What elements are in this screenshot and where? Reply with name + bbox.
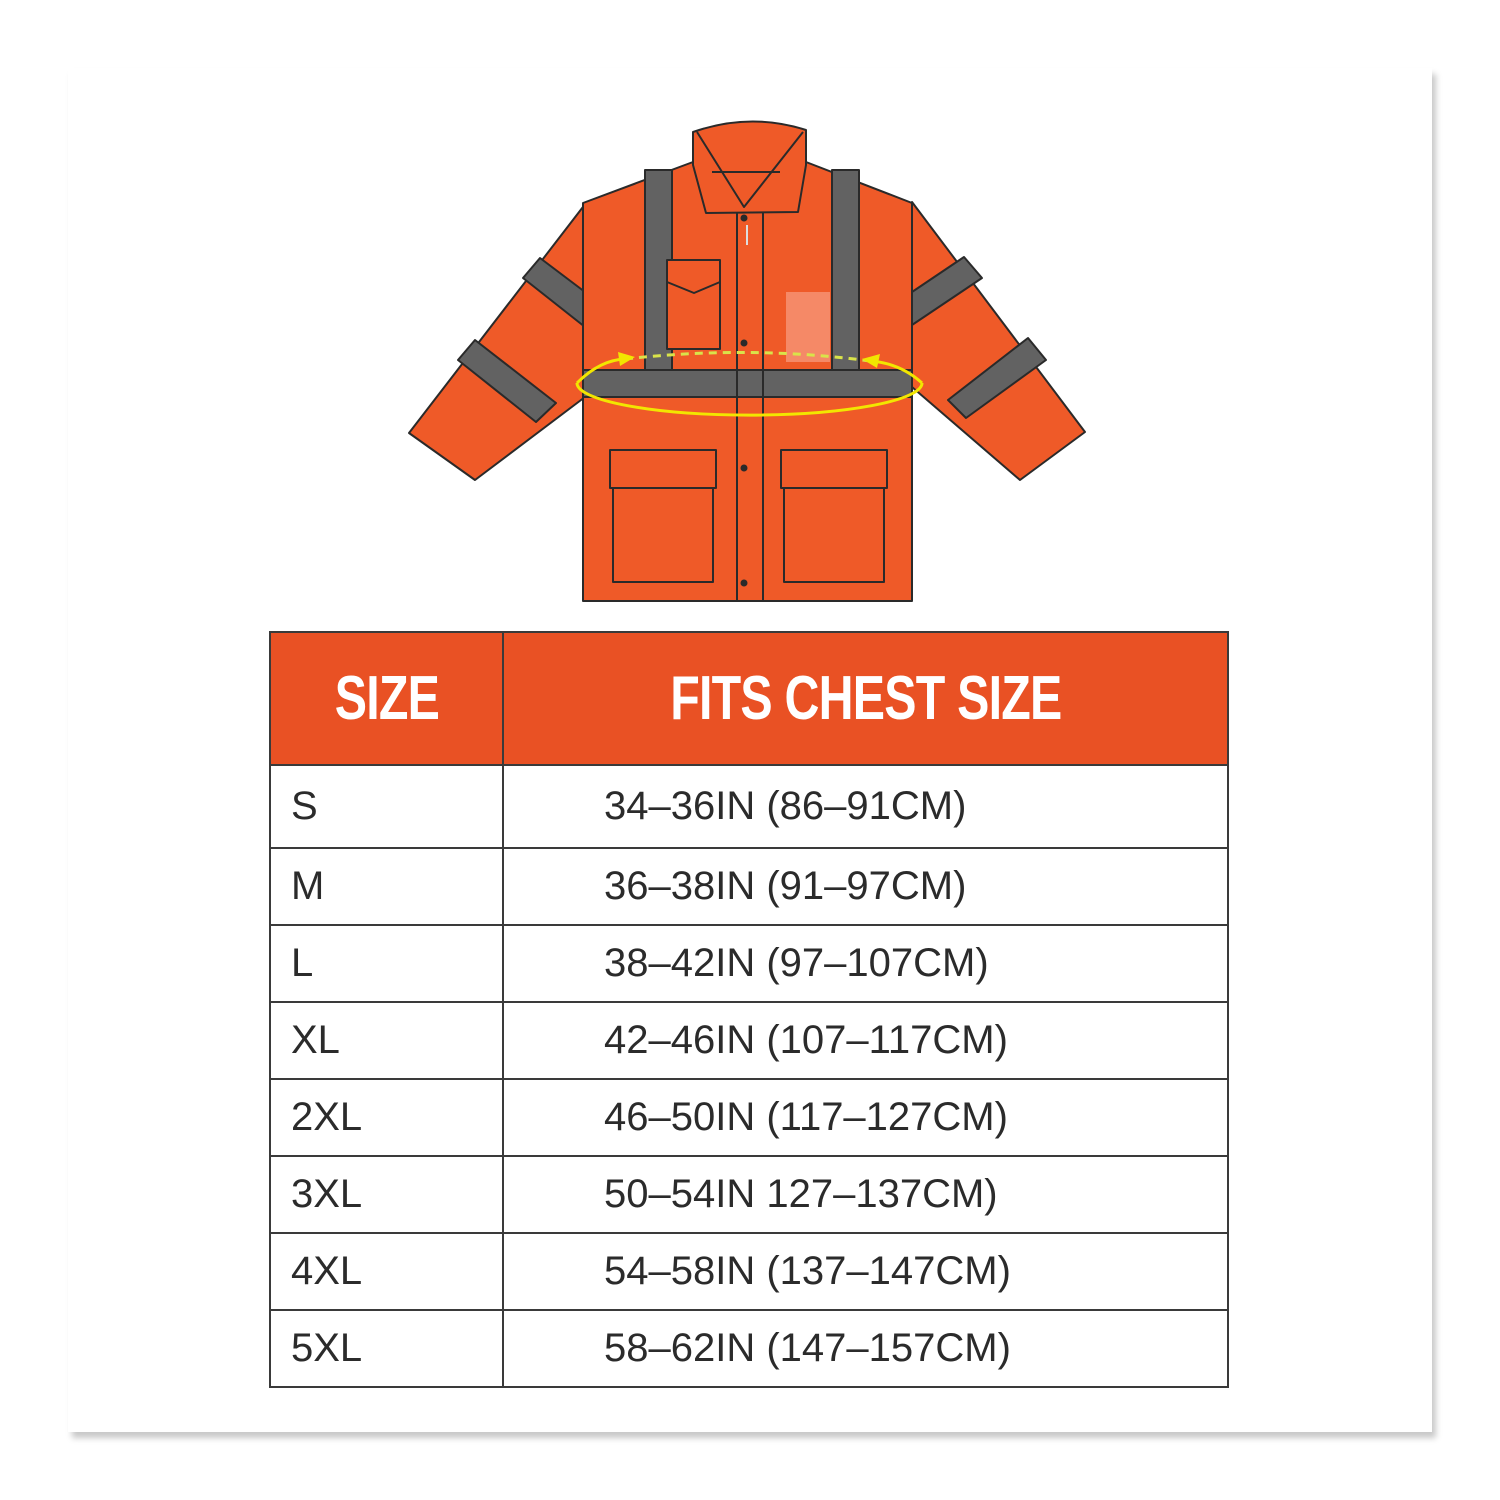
chest-cell: 46–50IN (117–127CM) bbox=[502, 1078, 1229, 1157]
size-cell: 5XL bbox=[269, 1309, 504, 1388]
table-row: 4XL 54–58IN (137–147CM) bbox=[269, 1232, 1229, 1311]
chest-cell: 54–58IN (137–147CM) bbox=[502, 1232, 1229, 1311]
table-row: M 36–38IN (91–97CM) bbox=[269, 847, 1229, 926]
table-row: S 34–36IN (86–91CM) bbox=[269, 764, 1229, 849]
chest-cell: 38–42IN (97–107CM) bbox=[502, 924, 1229, 1003]
buttons bbox=[740, 214, 748, 587]
chest-cell: 50–54IN 127–137CM) bbox=[502, 1155, 1229, 1234]
size-cell: 2XL bbox=[269, 1078, 504, 1157]
table-row: XL 42–46IN (107–117CM) bbox=[269, 1001, 1229, 1080]
table-row: 3XL 50–54IN 127–137CM) bbox=[269, 1155, 1229, 1234]
chest-cell: 36–38IN (91–97CM) bbox=[502, 847, 1229, 926]
table-row: 2XL 46–50IN (117–127CM) bbox=[269, 1078, 1229, 1157]
size-cell: 3XL bbox=[269, 1155, 504, 1234]
size-cell: L bbox=[269, 924, 504, 1003]
left-sleeve bbox=[408, 202, 587, 481]
size-cell: XL bbox=[269, 1001, 504, 1080]
jacket-illustration bbox=[408, 120, 1086, 602]
chest-cell: 42–46IN (107–117CM) bbox=[502, 1001, 1229, 1080]
table-row: 5XL 58–62IN (147–157CM) bbox=[269, 1309, 1229, 1388]
size-cell: S bbox=[269, 764, 504, 849]
chest-cell: 58–62IN (147–157CM) bbox=[502, 1309, 1229, 1388]
size-chart-table: SIZE FITS CHEST SIZE S 34–36IN (86–91CM) … bbox=[269, 631, 1229, 1388]
collar bbox=[692, 120, 807, 214]
chest-measure-indicator bbox=[575, 350, 924, 417]
jacket-body bbox=[582, 161, 913, 602]
header-size: SIZE bbox=[269, 631, 504, 766]
table-row: L 38–42IN (97–107CM) bbox=[269, 924, 1229, 1003]
id-badge-window bbox=[786, 292, 830, 362]
header-chest-size: FITS CHEST SIZE bbox=[502, 631, 1229, 766]
right-sleeve bbox=[911, 201, 1086, 481]
size-cell: 4XL bbox=[269, 1232, 504, 1311]
chest-cell: 34–36IN (86–91CM) bbox=[502, 764, 1229, 849]
table-header-row: SIZE FITS CHEST SIZE bbox=[269, 631, 1229, 766]
size-cell: M bbox=[269, 847, 504, 926]
